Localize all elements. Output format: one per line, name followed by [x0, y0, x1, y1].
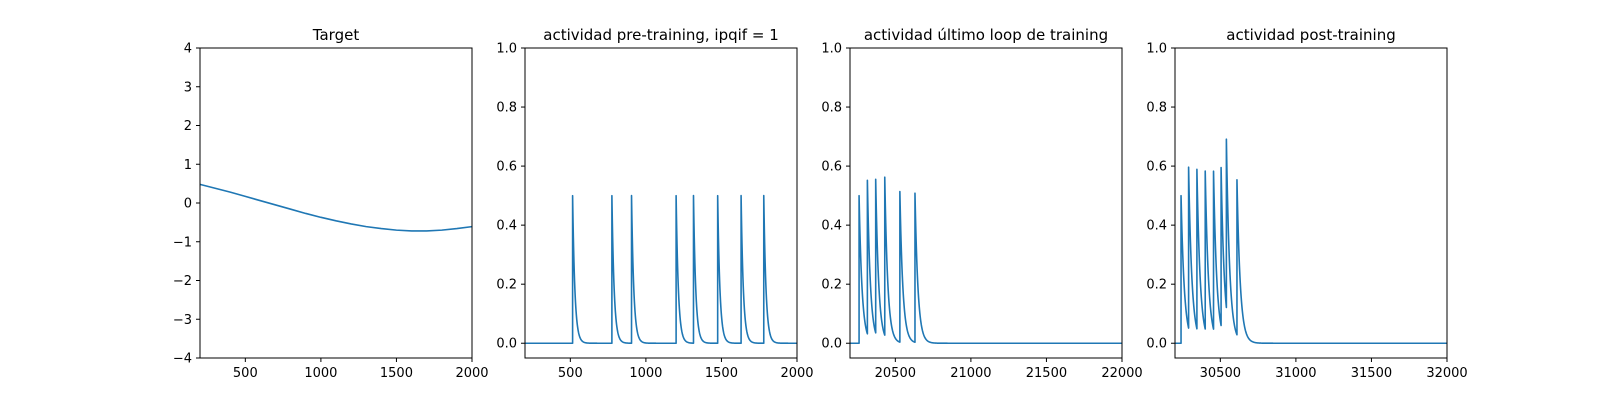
panel-title: actividad último loop de training	[864, 26, 1108, 44]
y-tick-label: 1.0	[1146, 42, 1167, 57]
panel-target: Target 500 1000 1500 2000 −4 −3 −2 −1 0 1 2 3 4	[173, 26, 489, 381]
y-tick-label: 1.0	[496, 42, 517, 57]
y-tick-label: 0.0	[821, 337, 842, 352]
x-tick-label: 500	[558, 366, 583, 381]
x-tick-label: 31500	[1351, 366, 1392, 381]
y-tick-label: 1	[184, 158, 192, 173]
x-tick-label: 21000	[950, 366, 991, 381]
y-tick-label: 3	[184, 80, 192, 95]
series-line	[524, 194, 798, 345]
x-tick-label: 2000	[455, 366, 488, 381]
series-line	[849, 176, 1123, 345]
x-tick-label: 1000	[629, 366, 662, 381]
series-line	[199, 183, 473, 232]
panel-title: actividad post-training	[1226, 26, 1395, 44]
y-tick-label: 0.0	[496, 337, 517, 352]
y-tick-label: 0.4	[1146, 219, 1167, 234]
axes-frame	[199, 47, 473, 359]
y-tick-label: −4	[173, 352, 192, 367]
x-tick-label: 500	[233, 366, 258, 381]
y-tick-label: 1.0	[821, 42, 842, 57]
y-tick-label: 0.8	[1146, 101, 1167, 116]
panel-pre-training: actividad pre-training, ipqif = 1 500 100…	[496, 26, 813, 381]
y-tick-label: 0.4	[821, 219, 842, 234]
axes-frame	[524, 47, 798, 359]
y-tick-label: 0.4	[496, 219, 517, 234]
y-tick-label: −3	[173, 313, 192, 328]
x-tick-label: 21500	[1026, 366, 1067, 381]
y-tick-label: 0.6	[821, 160, 842, 175]
y-tick-label: 0.8	[821, 101, 842, 116]
y-tick-label: 0.0	[1146, 337, 1167, 352]
y-tick-label: 4	[184, 42, 192, 57]
y-tick-label: 0	[184, 197, 192, 212]
panel-post-training: actividad post-training 30500 31000 31500 3…	[1146, 26, 1467, 381]
y-tick-label: 0.8	[496, 101, 517, 116]
panel-title: actividad pre-training, ipqif = 1	[543, 26, 779, 44]
y-tick-label: 0.2	[496, 278, 517, 293]
axes-frame	[1174, 47, 1448, 359]
x-tick-label: 1500	[380, 366, 413, 381]
y-tick-label: 0.6	[1146, 160, 1167, 175]
x-tick-label: 22000	[1101, 366, 1142, 381]
axes-frame	[849, 47, 1123, 359]
y-tick-label: 0.2	[1146, 278, 1167, 293]
y-tick-label: −2	[173, 274, 192, 289]
x-tick-label: 2000	[780, 366, 813, 381]
y-tick-label: 2	[184, 119, 192, 134]
series-line	[1174, 138, 1448, 345]
x-tick-label: 32000	[1426, 366, 1467, 381]
panel-title: Target	[312, 26, 360, 44]
x-tick-label: 31000	[1275, 366, 1316, 381]
y-tick-label: 0.2	[821, 278, 842, 293]
x-tick-label: 30500	[1200, 366, 1241, 381]
y-tick-label: 0.6	[496, 160, 517, 175]
x-tick-label: 20500	[875, 366, 916, 381]
x-tick-label: 1000	[304, 366, 337, 381]
panel-last-training-loop: actividad último loop de training 20500 2…	[821, 26, 1142, 381]
y-tick-label: −1	[173, 235, 192, 250]
x-tick-label: 1500	[705, 366, 738, 381]
